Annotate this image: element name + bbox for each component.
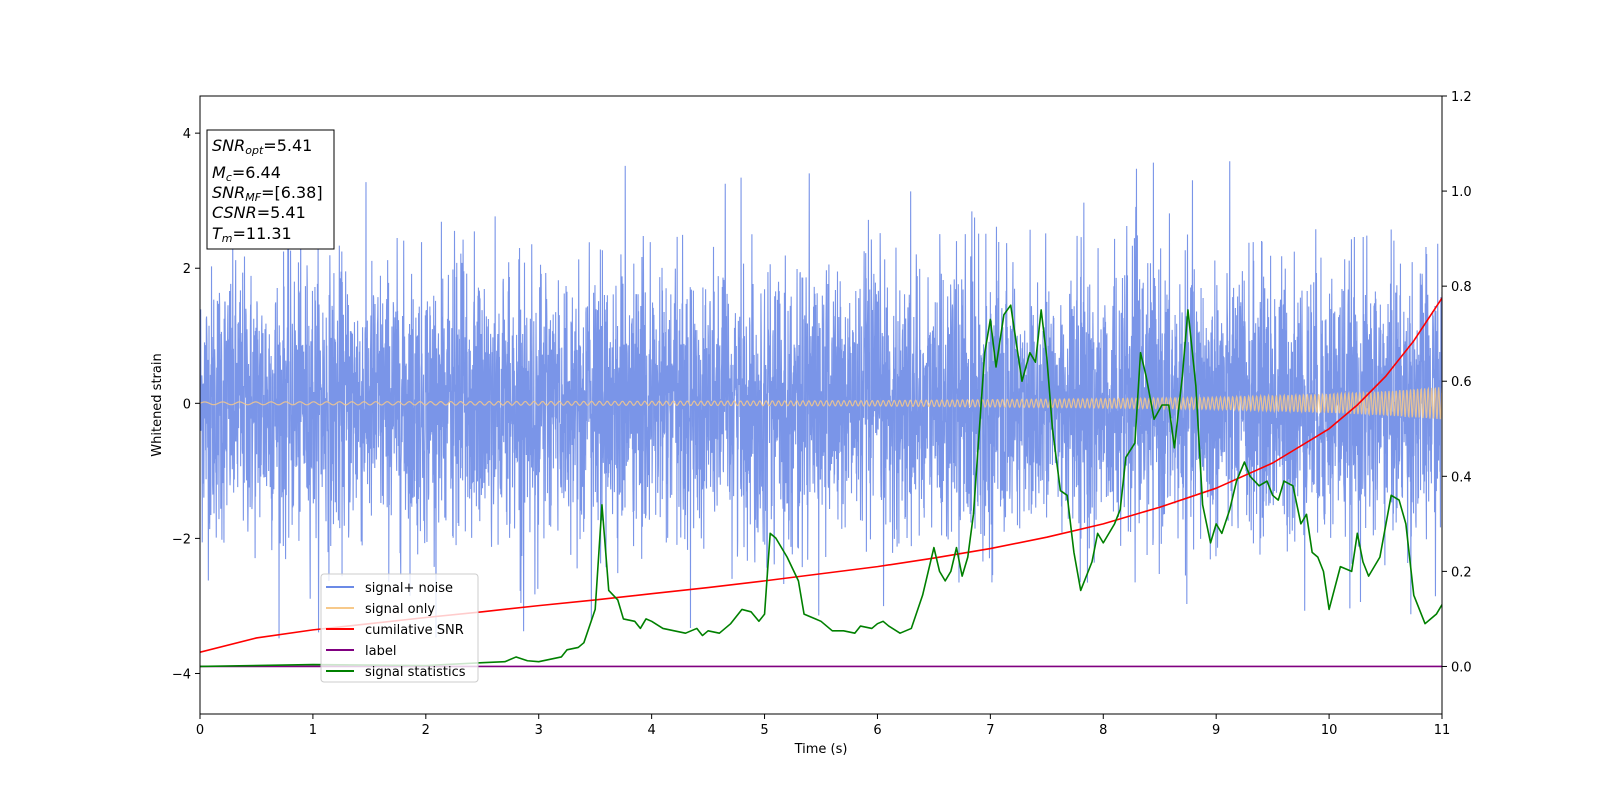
plot-frame (199, 95, 1443, 715)
legend-label: signal statistics (365, 665, 466, 680)
x-tick-label: 4 (647, 723, 655, 738)
legend-label: cumilative SNR (365, 623, 464, 638)
x-tick-label: 3 (535, 723, 543, 738)
info-line-value: =11.31 (233, 224, 292, 243)
y-tick-label: −2 (172, 532, 191, 547)
legend-frame (320, 573, 479, 683)
info-line-sub: c (226, 171, 232, 184)
legend-label: signal+ noise (365, 581, 453, 596)
x-tick-label: 8 (1099, 723, 1107, 738)
series-signal-statistics (200, 304, 1442, 668)
info-line: CSNR=5.41 (212, 203, 306, 222)
legend: signal+ noise signal only cumilative SNR la… (320, 573, 479, 683)
info-line-value: =5.41 (257, 203, 306, 222)
legend-entries: signal+ noise signal only cumilative SNR la… (326, 581, 466, 680)
x-tick-label: 0 (196, 723, 204, 738)
y-axis-label: Whitened strain (150, 353, 165, 456)
axis-layer: 0 1 2 3 4 5 6 7 8 9 10 11 −4 −2 0 2 4 0.0 0.2 0.4 0.6 0.8 1.0 1… (172, 90, 1472, 738)
x-tick-label: 1 (309, 723, 317, 738)
y2-tick-label: 0.0 (1451, 660, 1472, 675)
info-line-base: SNR (212, 136, 245, 155)
info-box: SNRopt=5.41Mc=6.44SNRMF=[6.38]CSNR=5.41T… (206, 129, 335, 250)
y2-tick-label: 0.8 (1451, 280, 1472, 295)
info-box-frame (206, 129, 335, 250)
x-tick-label: 2 (422, 723, 430, 738)
y2-tick-label: 0.4 (1451, 470, 1472, 485)
info-line-sub: m (222, 232, 233, 245)
legend-label: signal only (365, 602, 435, 617)
x-tick-label: 7 (986, 723, 994, 738)
info-line-base: CSNR (212, 203, 257, 222)
series-signal-only (200, 386, 1442, 420)
y-tick-label: 4 (183, 127, 191, 142)
info-line-sub: opt (245, 144, 264, 157)
y-tick-label: −4 (172, 667, 191, 682)
x-tick-label: 6 (873, 723, 881, 738)
x-axis-label: Time (s) (794, 742, 848, 757)
y2-tick-label: 0.2 (1451, 565, 1472, 580)
info-line: SNRopt=5.41 (212, 136, 312, 157)
info-lines: SNRopt=5.41Mc=6.44SNRMF=[6.38]CSNR=5.41T… (212, 136, 323, 245)
info-line: Tm=11.31 (212, 224, 292, 245)
y2-tick-label: 0.6 (1451, 375, 1472, 390)
x-tick-label: 5 (760, 723, 768, 738)
y2-tick-label: 1.2 (1451, 90, 1472, 105)
legend-label: label (365, 644, 396, 659)
info-line-base: M (212, 163, 226, 182)
info-line-value: =6.44 (232, 163, 281, 182)
info-line-value: =5.41 (263, 136, 312, 155)
x-tick-label: 10 (1321, 723, 1338, 738)
info-line: Mc=6.44 (212, 163, 281, 184)
info-line-base: T (212, 224, 223, 243)
info-line-value: =[6.38] (261, 183, 323, 202)
x-tick-label: 11 (1434, 723, 1451, 738)
info-line-sub: MF (245, 191, 261, 204)
y-tick-label: 2 (183, 262, 191, 277)
y2-tick-label: 1.0 (1451, 185, 1472, 200)
x-tick-label: 9 (1212, 723, 1220, 738)
y-tick-label: 0 (183, 397, 191, 412)
info-line: SNRMF=[6.38] (212, 183, 323, 204)
info-line-base: SNR (212, 183, 245, 202)
